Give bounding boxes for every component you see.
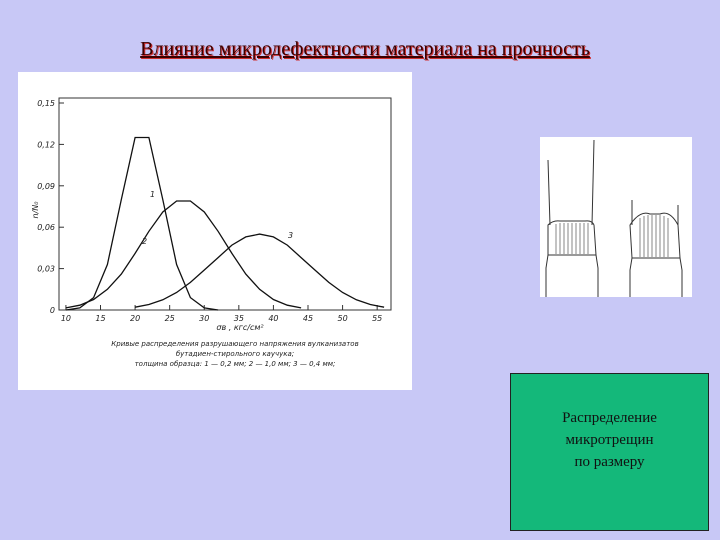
- specimen-drawing: [540, 137, 692, 297]
- curve-label: 2: [142, 237, 147, 246]
- curve-label: 1: [150, 190, 155, 199]
- caption-line: микротрещин: [565, 432, 654, 448]
- caption-line: Распределение: [562, 410, 657, 426]
- y-tick-label: 0,12: [37, 140, 55, 149]
- curve-label: 3: [288, 231, 293, 240]
- x-tick-label: 40: [268, 314, 278, 323]
- plot-frame: [58, 97, 392, 311]
- x-axis-label: σв , кгс/см²: [216, 323, 264, 332]
- figure-note: бутадиен-стирольного каучука;: [176, 350, 294, 358]
- caption-line: по размеру: [574, 454, 645, 470]
- caption-box: Распределение микротрещин по размеру: [510, 373, 709, 531]
- curve: [134, 233, 385, 308]
- y-tick-label: 0,09: [37, 182, 55, 191]
- x-tick-label: 30: [199, 314, 209, 323]
- slide-title: Влияние микродефектности материала на пр…: [140, 38, 590, 60]
- x-tick-label: 20: [130, 314, 140, 323]
- curve: [65, 200, 302, 309]
- x-tick-label: 45: [303, 314, 313, 323]
- x-tick-label: 10: [61, 314, 71, 323]
- y-tick-label: 0,15: [37, 99, 55, 108]
- y-tick-label: 0,06: [37, 223, 55, 232]
- x-tick-label: 25: [165, 314, 175, 323]
- y-tick-label: 0: [50, 306, 55, 315]
- figure-note: Кривые распределения разрушающего напряж…: [111, 340, 358, 348]
- figure-background: [18, 72, 412, 390]
- curve: [65, 136, 219, 311]
- x-tick-label: 50: [337, 314, 347, 323]
- figure-note: толщина образца: 1 — 0,2 мм; 2 — 1,0 мм;…: [135, 360, 336, 368]
- x-tick-label: 35: [234, 314, 244, 323]
- y-axis-label: n/N₀: [31, 201, 40, 219]
- y-tick-label: 0,03: [37, 265, 55, 274]
- x-tick-label: 55: [372, 314, 382, 323]
- x-tick-label: 15: [95, 314, 105, 323]
